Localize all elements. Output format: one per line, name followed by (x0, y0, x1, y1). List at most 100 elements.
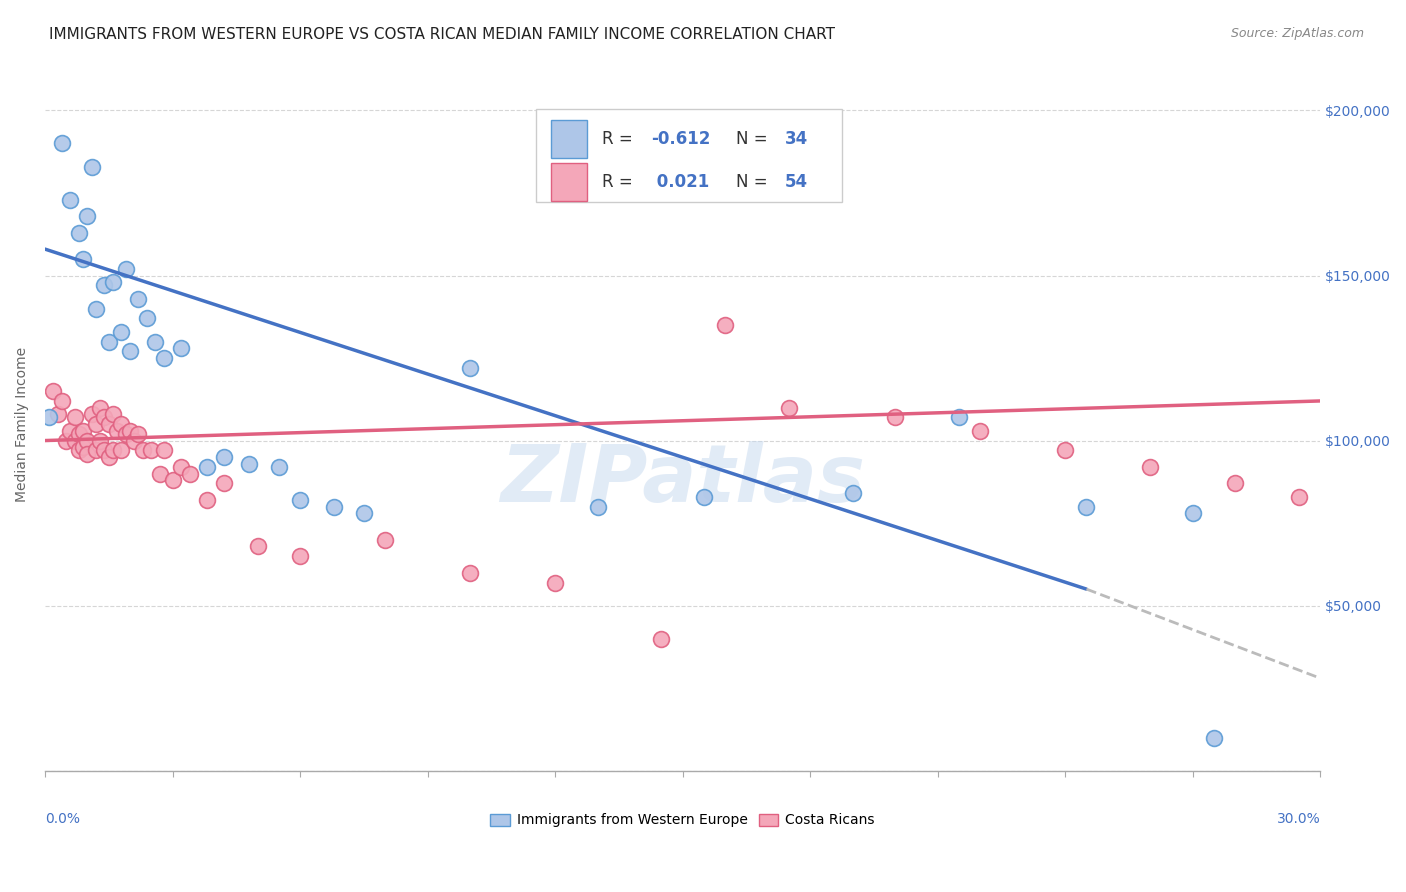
Point (59, 193, 82, 207)
Point (110, 325, 132, 339)
Point (153, 443, 176, 458)
Point (969, 424, 991, 438)
Point (170, 341, 193, 355)
Legend: Immigrants from Western Europe, Costa Ricans: Immigrants from Western Europe, Costa Ri… (485, 808, 880, 833)
Point (101, 275, 124, 289)
Point (288, 493, 311, 508)
Point (141, 443, 163, 458)
Text: R =: R = (602, 173, 638, 191)
FancyBboxPatch shape (536, 109, 842, 202)
Point (84, 301, 107, 316)
Point (179, 467, 201, 481)
Point (63, 434, 86, 448)
Text: 30.0%: 30.0% (1277, 813, 1320, 826)
Point (55, 434, 77, 448)
Text: Source: ZipAtlas.com: Source: ZipAtlas.com (1230, 27, 1364, 40)
Point (288, 549, 311, 563)
Point (76, 434, 98, 448)
Point (153, 351, 176, 365)
Point (42, 384, 65, 398)
Point (714, 318, 737, 332)
Point (650, 632, 672, 646)
Point (212, 476, 235, 491)
Point (212, 450, 235, 464)
Text: -0.612: -0.612 (651, 129, 710, 147)
Text: N =: N = (737, 173, 773, 191)
Point (1288, 490, 1310, 504)
Point (145, 334, 167, 349)
Point (1225, 476, 1247, 491)
Point (118, 344, 141, 359)
Point (38, 410, 60, 425)
Point (105, 424, 128, 438)
FancyBboxPatch shape (551, 120, 586, 158)
Point (841, 486, 863, 500)
Text: 0.021: 0.021 (651, 173, 709, 191)
Point (1202, 731, 1225, 745)
Point (1181, 506, 1204, 520)
Point (149, 467, 172, 481)
Point (586, 500, 609, 514)
Point (544, 575, 567, 590)
Point (195, 493, 218, 508)
Point (93, 443, 115, 458)
Point (80, 160, 103, 174)
Point (267, 460, 290, 475)
Point (170, 460, 193, 475)
Point (101, 443, 124, 458)
Text: IMMIGRANTS FROM WESTERN EUROPE VS COSTA RICAN MEDIAN FAMILY INCOME CORRELATION C: IMMIGRANTS FROM WESTERN EUROPE VS COSTA … (49, 27, 835, 42)
Point (110, 417, 132, 431)
Point (114, 261, 136, 276)
Point (122, 434, 145, 448)
Point (353, 506, 375, 520)
Point (72, 440, 94, 454)
Point (458, 566, 481, 580)
Point (97, 450, 120, 464)
Point (97, 334, 120, 349)
Point (93, 278, 115, 293)
Point (93, 410, 115, 425)
Text: N =: N = (737, 129, 773, 147)
Text: 54: 54 (785, 173, 808, 191)
Point (51, 393, 73, 408)
Point (238, 457, 260, 471)
Point (110, 443, 132, 458)
Point (76, 447, 98, 461)
Point (67, 426, 90, 441)
Point (97, 417, 120, 431)
Point (72, 424, 94, 438)
Point (1054, 443, 1077, 458)
Point (101, 407, 124, 421)
Point (89, 401, 111, 415)
Point (118, 424, 141, 438)
Point (1076, 500, 1098, 514)
Point (59, 424, 82, 438)
Point (84, 443, 107, 458)
Point (63, 410, 86, 425)
Point (132, 443, 155, 458)
Point (46, 407, 69, 421)
Point (162, 473, 184, 487)
Point (948, 410, 970, 425)
Point (89, 434, 111, 448)
Point (195, 460, 218, 475)
Point (51, 136, 73, 151)
Text: 34: 34 (785, 129, 808, 147)
Point (778, 401, 800, 415)
Point (458, 360, 481, 375)
Text: 0.0%: 0.0% (45, 813, 80, 826)
Point (80, 407, 103, 421)
Point (884, 410, 907, 425)
Point (246, 539, 269, 553)
Point (128, 426, 150, 441)
Point (693, 490, 716, 504)
Point (67, 443, 90, 458)
Point (323, 500, 346, 514)
Point (114, 426, 136, 441)
Point (1139, 460, 1161, 475)
Text: R =: R = (602, 129, 638, 147)
Point (374, 533, 396, 547)
Point (76, 209, 98, 223)
Point (67, 226, 90, 240)
Y-axis label: Median Family Income: Median Family Income (15, 346, 30, 501)
